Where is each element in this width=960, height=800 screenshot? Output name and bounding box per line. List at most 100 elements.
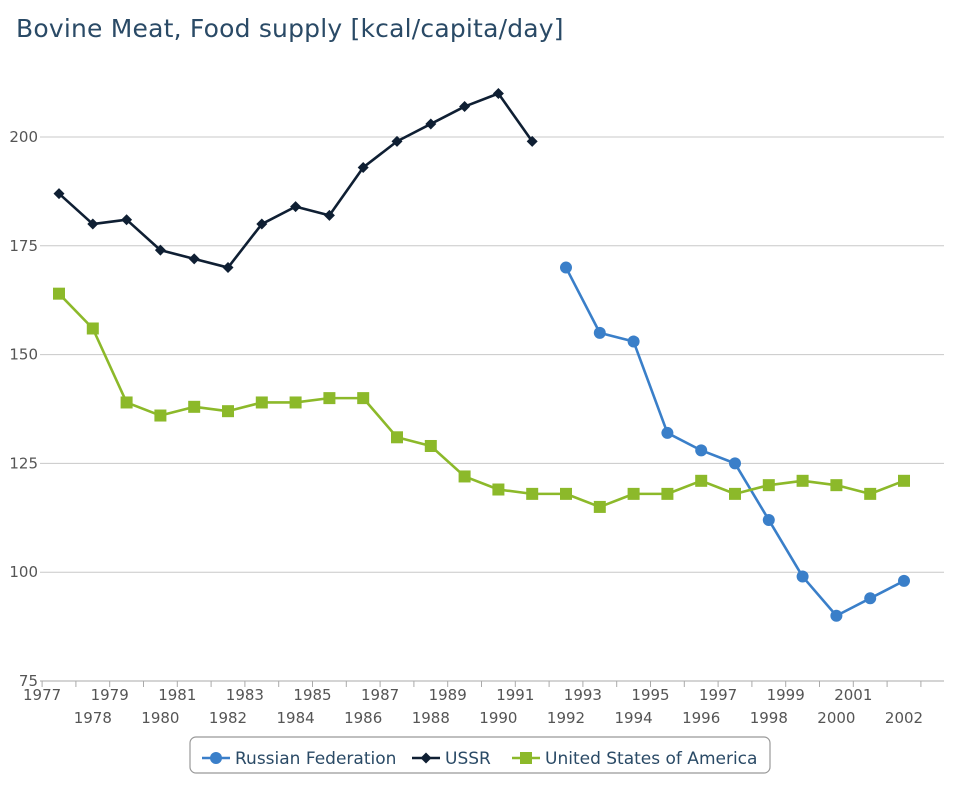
data-point[interactable]	[661, 426, 674, 439]
x-tick-label: 1981	[158, 686, 196, 704]
data-point[interactable]	[53, 287, 65, 300]
data-point[interactable]	[188, 400, 201, 413]
y-tick-label: 100	[9, 563, 38, 581]
data-point[interactable]	[222, 405, 234, 418]
chart-title: Bovine Meat, Food supply [kcal/capita/da…	[16, 14, 564, 43]
data-point[interactable]	[424, 439, 437, 452]
data-point[interactable]	[661, 487, 674, 500]
data-point[interactable]	[323, 392, 336, 405]
x-tick-label: 2002	[885, 709, 923, 727]
x-tick-label: 1985	[293, 686, 331, 704]
data-point[interactable]	[290, 201, 302, 213]
data-point[interactable]	[898, 574, 910, 587]
grid-lines	[40, 136, 944, 573]
data-point[interactable]	[289, 396, 302, 409]
y-tick-label: 150	[9, 346, 38, 364]
series-russian-federation	[560, 261, 910, 622]
data-point[interactable]	[391, 431, 403, 444]
series-united-states-of-america	[53, 287, 910, 513]
legend-marker[interactable]	[520, 752, 532, 764]
legend-item[interactable]: United States of America	[512, 749, 757, 769]
x-tick-label: 2001	[834, 686, 872, 704]
data-point[interactable]	[154, 244, 166, 256]
x-tick-label: 1987	[361, 686, 399, 704]
x-tick-label: 1988	[412, 709, 450, 727]
data-point[interactable]	[323, 209, 335, 221]
legend-box	[189, 736, 771, 774]
legend-marker[interactable]	[210, 752, 222, 764]
x-tick-label: 1977	[23, 686, 61, 704]
data-point[interactable]	[492, 87, 504, 99]
x-tick-label: 1991	[496, 686, 534, 704]
data-point[interactable]	[627, 487, 640, 500]
x-tick-label: 1979	[91, 686, 129, 704]
data-point[interactable]	[526, 487, 539, 500]
data-point[interactable]	[86, 322, 99, 335]
data-point[interactable]	[864, 592, 877, 605]
x-tick-label: 1994	[615, 709, 653, 727]
data-point[interactable]	[222, 262, 234, 274]
data-point[interactable]	[458, 470, 471, 483]
data-point[interactable]	[121, 214, 133, 226]
data-point[interactable]	[898, 474, 910, 487]
data-point[interactable]	[593, 500, 606, 513]
x-tick-label: 1982	[209, 709, 247, 727]
x-tick-label: 1983	[226, 686, 264, 704]
x-tick-label: 1986	[344, 709, 382, 727]
x-tick-label: 1997	[699, 686, 737, 704]
series-ussr	[53, 87, 538, 274]
data-point[interactable]	[256, 218, 268, 230]
series-layer	[53, 87, 910, 622]
data-point[interactable]	[695, 444, 708, 457]
series-line	[58, 292, 905, 509]
data-point[interactable]	[526, 135, 538, 147]
axes: 75 100 125 150 175 200 1977 1978 1979 1980 1981 198…	[9, 128, 944, 727]
x-tick-label: 1984	[277, 709, 315, 727]
x-tick-label: 1998	[750, 709, 788, 727]
data-point[interactable]	[627, 335, 640, 348]
data-point[interactable]	[154, 409, 167, 422]
data-point[interactable]	[120, 396, 133, 409]
data-point[interactable]	[357, 161, 369, 173]
x-tick-label: 1978	[74, 709, 112, 727]
data-point[interactable]	[762, 513, 775, 526]
data-point[interactable]	[425, 118, 437, 130]
data-point[interactable]	[729, 457, 741, 470]
data-point[interactable]	[830, 609, 843, 622]
x-tick-label: 1999	[767, 686, 805, 704]
legend-item[interactable]: USSR	[412, 749, 491, 769]
data-point[interactable]	[560, 487, 572, 500]
data-point[interactable]	[255, 396, 268, 409]
data-point[interactable]	[188, 253, 200, 265]
legend-label: Russian Federation	[235, 749, 396, 769]
data-point[interactable]	[796, 570, 809, 583]
data-point[interactable]	[729, 487, 741, 500]
series-line	[58, 92, 534, 269]
data-point[interactable]	[560, 261, 572, 274]
data-point[interactable]	[695, 474, 708, 487]
x-tick-label: 1989	[429, 686, 467, 704]
data-point[interactable]	[593, 326, 606, 339]
data-point[interactable]	[830, 479, 843, 492]
data-point[interactable]	[391, 135, 403, 147]
data-point[interactable]	[492, 483, 505, 496]
x-tick-label: 1993	[564, 686, 602, 704]
data-point[interactable]	[762, 479, 775, 492]
x-tick-label: 1992	[547, 709, 585, 727]
legend-item[interactable]: Russian Federation	[202, 749, 396, 769]
x-tick-label: 2000	[817, 709, 855, 727]
data-point[interactable]	[459, 101, 471, 113]
y-tick-label: 125	[9, 454, 38, 472]
x-tick-label: 1996	[682, 709, 720, 727]
legend[interactable]: Russian Federation USSR United States of A…	[189, 736, 771, 774]
y-tick-label: 75	[19, 672, 38, 690]
legend-marker[interactable]	[420, 752, 432, 764]
data-point[interactable]	[357, 392, 370, 405]
data-point[interactable]	[796, 474, 809, 487]
y-tick-label: 200	[9, 128, 38, 146]
data-point[interactable]	[53, 188, 65, 200]
data-point[interactable]	[87, 218, 99, 230]
series-line	[564, 266, 905, 618]
data-point[interactable]	[864, 487, 877, 500]
